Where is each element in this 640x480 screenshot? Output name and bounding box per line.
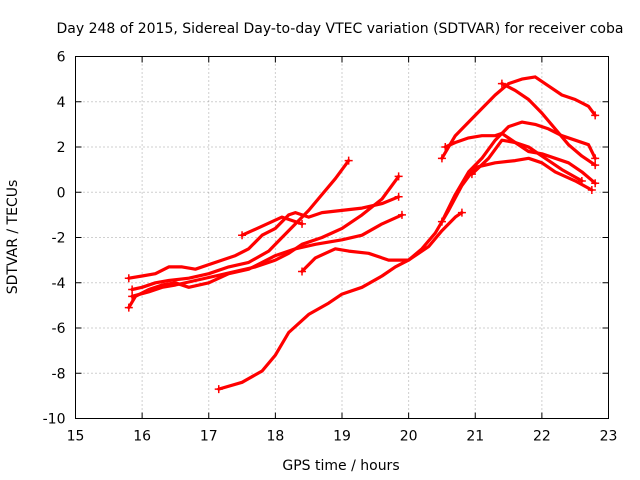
chart-title: Day 248 of 2015, Sidereal Day-to-day VTE… <box>57 21 624 37</box>
series-point-marker <box>238 231 247 240</box>
series-point-marker <box>394 192 403 201</box>
series-point-marker <box>577 176 586 185</box>
series-1 <box>130 159 351 292</box>
series-point-marker <box>298 267 307 276</box>
series-point-marker <box>394 172 403 181</box>
series-point-marker <box>457 208 466 217</box>
x-tick-label: 22 <box>533 429 551 445</box>
series-8 <box>440 120 597 224</box>
series-point-marker <box>497 79 506 88</box>
y-tick-label: -8 <box>52 366 66 382</box>
series-point-marker <box>124 303 133 312</box>
series-12 <box>470 138 584 183</box>
data-series <box>124 75 600 394</box>
series-11 <box>500 81 597 167</box>
y-tick-label: 6 <box>57 50 66 66</box>
y-tick-label: 0 <box>57 185 66 201</box>
x-tick-label: 21 <box>466 429 484 445</box>
series-point-marker <box>591 179 600 188</box>
series-point-marker <box>437 154 446 163</box>
y-tick-label: 2 <box>57 140 66 156</box>
x-tick-label: 23 <box>600 429 618 445</box>
series-point-marker <box>298 219 307 228</box>
series-point-marker <box>124 274 133 283</box>
series-point-marker <box>591 161 600 170</box>
series-point-marker <box>344 156 353 165</box>
series-point-marker <box>437 217 446 226</box>
y-tick-label: -4 <box>52 276 66 292</box>
grid <box>75 56 609 419</box>
series-point-marker <box>397 210 406 219</box>
y-tick-label: 4 <box>57 95 66 111</box>
x-tick-label: 16 <box>133 429 151 445</box>
series-point-marker <box>128 285 137 294</box>
x-tick-label: 19 <box>333 429 351 445</box>
x-axis-label: GPS time / hours <box>282 458 399 474</box>
series-point-marker <box>591 154 600 163</box>
series-5 <box>240 215 304 237</box>
series-point-marker <box>214 385 223 394</box>
y-tick-label: -10 <box>43 412 66 428</box>
ticks: 15 16 17 18 19 20 21 22 23 -10 -8 -6 -4 -2 0 2 4 6 <box>43 50 618 445</box>
y-tick-label: -6 <box>52 321 66 337</box>
y-axis-label: SDTVAR / TECUs <box>5 180 21 295</box>
x-tick-label: 20 <box>400 429 418 445</box>
series-6 <box>300 211 464 273</box>
series-7 <box>217 156 594 391</box>
x-tick-label: 17 <box>200 429 218 445</box>
y-tick-label: -2 <box>52 231 66 247</box>
series-3 <box>127 213 404 310</box>
x-tick-label: 15 <box>67 429 85 445</box>
series-point-marker <box>591 111 600 120</box>
series-point-marker <box>587 185 596 194</box>
series-4 <box>127 195 401 280</box>
x-tick-label: 18 <box>266 429 284 445</box>
series-point-marker <box>467 170 476 179</box>
series-10 <box>440 75 597 160</box>
series-2 <box>130 174 401 298</box>
